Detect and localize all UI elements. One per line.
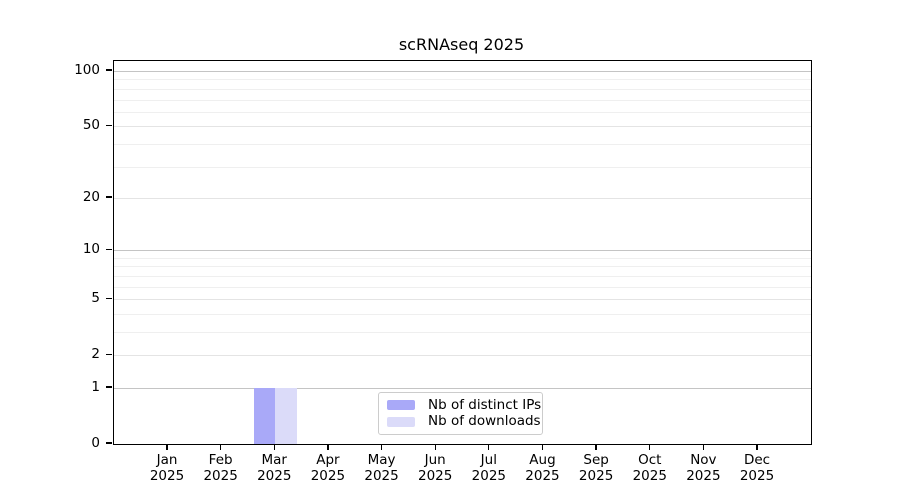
x-tick-feb-2025: [219, 444, 222, 450]
x-tick-year: 2025: [471, 468, 506, 484]
x-tick-label-may-2025: May 2025: [347, 452, 417, 484]
gridline-1: [114, 388, 811, 389]
y-tick-20: [106, 196, 112, 198]
y-tick-label-5: 5: [91, 290, 100, 307]
x-tick-oct-2025: [649, 444, 651, 450]
bar-nb-of-distinct-ips-mar-2025: [253, 388, 276, 444]
x-tick-label-sep-2025: Sep 2025: [561, 452, 631, 484]
gridline-10: [114, 250, 811, 252]
x-tick-month: Apr: [316, 452, 340, 468]
y-tick-50: [106, 124, 112, 126]
x-tick-label-jul-2025: Jul 2025: [454, 452, 524, 484]
x-tick-year: 2025: [418, 468, 453, 484]
x-tick-month: Jan: [156, 452, 178, 468]
gridline-70: [114, 99, 811, 101]
gridline-50: [114, 126, 811, 128]
gridline-2: [114, 355, 811, 357]
legend-entry-nb-of-downloads: Nb of downloads: [387, 414, 541, 429]
legend-label-nb-of-downloads: Nb of downloads: [428, 413, 541, 430]
x-tick-label-jun-2025: Jun 2025: [400, 452, 470, 484]
x-tick-month: Feb: [208, 452, 233, 468]
gridline-5: [114, 299, 811, 301]
bar-nb-of-downloads-mar-2025: [275, 388, 297, 444]
x-tick-mar-2025: [273, 444, 275, 450]
y-tick-2: [106, 353, 112, 355]
y-tick-label-50: 50: [82, 117, 100, 134]
x-tick-month: Mar: [261, 452, 287, 468]
x-tick-label-apr-2025: Apr 2025: [293, 452, 363, 484]
gridline-100: [114, 71, 811, 72]
gridline-9: [114, 257, 811, 259]
x-tick-aug-2025: [541, 444, 544, 450]
y-tick-label-0: 0: [91, 435, 100, 451]
x-tick-apr-2025: [327, 444, 329, 450]
x-tick-year: 2025: [149, 468, 185, 484]
x-tick-year: 2025: [364, 468, 399, 484]
x-tick-year: 2025: [310, 468, 346, 484]
x-tick-month: May: [367, 452, 396, 468]
y-tick-label-100: 100: [74, 61, 100, 78]
x-tick-month: Oct: [638, 452, 662, 468]
x-tick-year: 2025: [739, 468, 775, 484]
gridline-7: [114, 275, 811, 277]
x-tick-month: Sep: [583, 452, 609, 468]
x-tick-year: 2025: [257, 468, 292, 484]
x-tick-sep-2025: [595, 444, 597, 450]
gridline-30: [114, 166, 811, 168]
chart-title: scRNAseq 2025: [398, 35, 525, 54]
y-tick-5: [106, 297, 112, 299]
legend: Nb of distinct IPs Nb of downloads: [378, 392, 543, 435]
x-tick-year: 2025: [203, 468, 238, 484]
x-tick-label-aug-2025: Aug 2025: [507, 452, 577, 484]
y-tick-label-20: 20: [82, 188, 100, 205]
legend-label-nb-of-distinct-ips: Nb of distinct IPs: [428, 396, 542, 413]
gridline-60: [114, 111, 811, 113]
legend-swatch-nb-of-distinct-ips: [387, 400, 415, 411]
x-tick-jul-2025: [488, 444, 490, 450]
x-tick-year: 2025: [525, 468, 560, 484]
x-tick-dec-2025: [756, 444, 758, 450]
gridline-20: [114, 197, 811, 199]
x-tick-label-feb-2025: Feb 2025: [186, 452, 256, 484]
x-tick-month: Jul: [480, 452, 497, 468]
x-tick-year: 2025: [686, 468, 721, 484]
gridline-90: [114, 79, 811, 81]
y-tick-0: [106, 442, 112, 444]
gridline-4: [114, 313, 811, 315]
x-tick-year: 2025: [632, 468, 667, 484]
y-tick-100: [106, 69, 112, 71]
y-tick-1: [106, 386, 112, 388]
gridline-40: [114, 143, 811, 145]
x-tick-nov-2025: [702, 444, 705, 450]
x-tick-may-2025: [380, 444, 383, 450]
legend-swatch-nb-of-downloads: [387, 416, 415, 427]
x-tick-label-mar-2025: Mar 2025: [239, 452, 309, 484]
gridline-3: [114, 332, 811, 333]
x-tick-month: Dec: [743, 452, 771, 468]
legend-entry-nb-of-distinct-ips: Nb of distinct IPs: [387, 397, 541, 413]
gridline-6: [114, 286, 811, 288]
x-tick-month: Jun: [424, 452, 446, 468]
x-tick-year: 2025: [578, 468, 614, 484]
x-tick-label-nov-2025: Nov 2025: [668, 452, 738, 484]
x-tick-label-oct-2025: Oct 2025: [615, 452, 685, 484]
y-tick-label-10: 10: [82, 241, 100, 258]
gridline-8: [114, 266, 811, 268]
y-tick-label-2: 2: [91, 346, 100, 363]
x-tick-month: Aug: [529, 452, 556, 468]
x-tick-jan-2025: [166, 444, 168, 450]
plot-area: [113, 60, 812, 445]
gridline-80: [114, 88, 811, 90]
x-tick-jun-2025: [434, 444, 436, 450]
x-tick-label-jan-2025: Jan 2025: [132, 452, 202, 484]
y-tick-label-1: 1: [91, 378, 100, 395]
x-tick-label-dec-2025: Dec 2025: [722, 452, 792, 484]
x-tick-month: Nov: [690, 452, 717, 468]
y-tick-10: [106, 248, 112, 250]
